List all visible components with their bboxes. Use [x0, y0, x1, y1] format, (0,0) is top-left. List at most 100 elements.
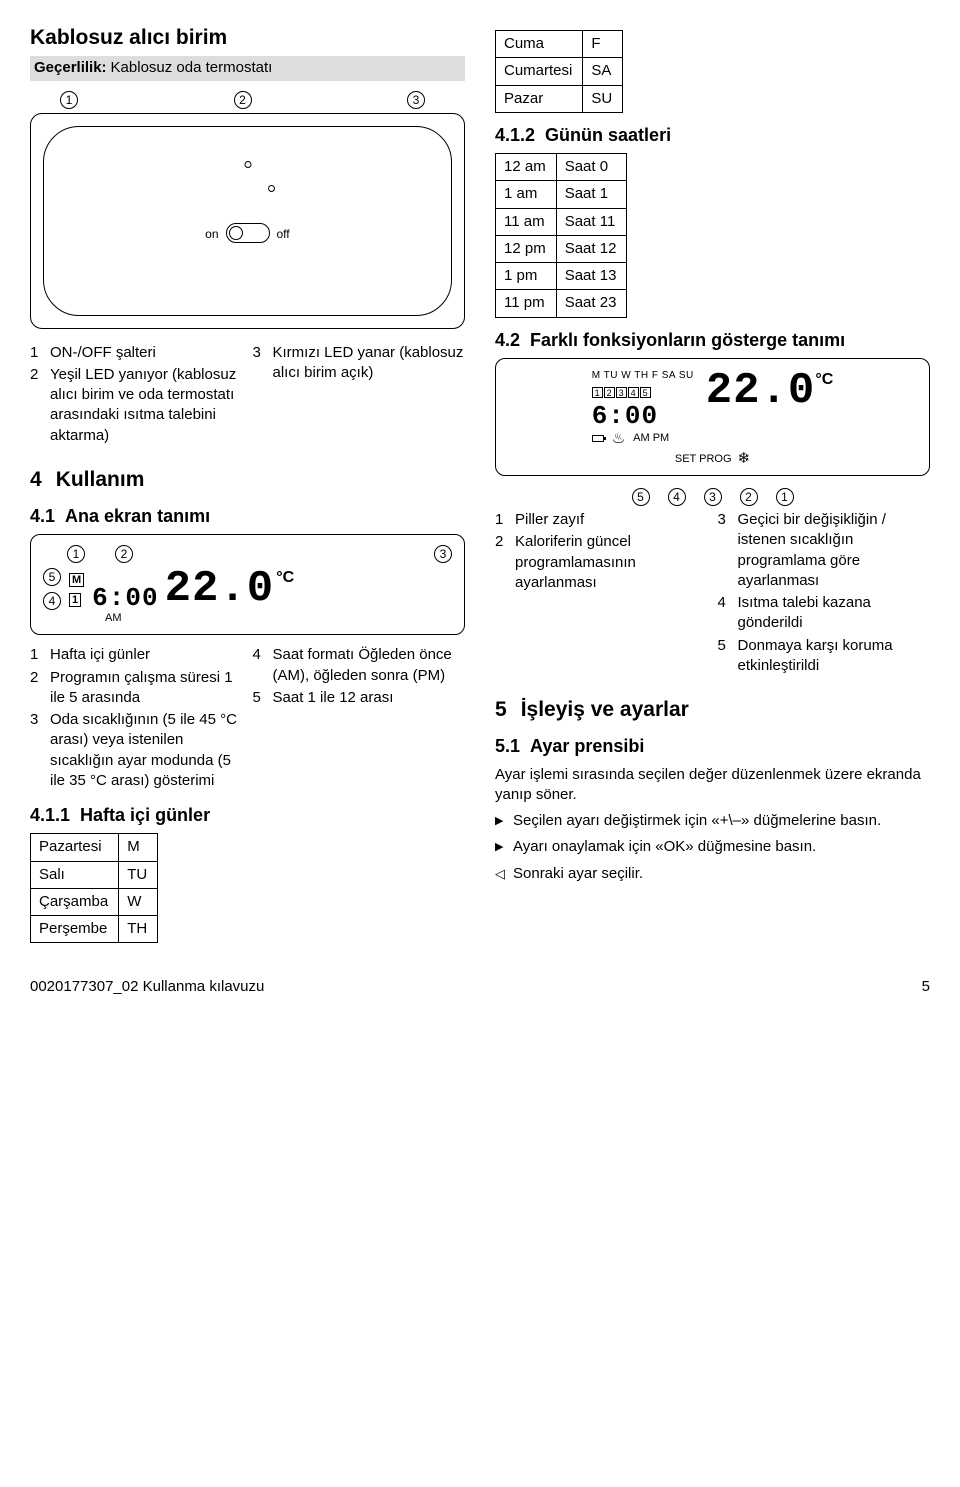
heading-num: 5 [495, 696, 507, 724]
legend-text: Hafta içi günler [50, 645, 150, 665]
callout-3: 3 [704, 488, 722, 506]
instruction-list: Seçilen ayarı değiştirmek için «+\–» düğ… [495, 811, 930, 858]
table-row: 11 pmSaat 23 [496, 290, 627, 317]
lcd-diagram-1: 1 2 3 5 4 M 1 6:00 22.0 °C [30, 534, 465, 635]
cell: Saat 1 [556, 181, 627, 208]
cell: M [119, 834, 158, 861]
legend-text: Piller zayıf [515, 510, 584, 530]
section-title: Kablosuz alıcı birim [30, 24, 465, 52]
lcd-prog-1: 1 [69, 593, 81, 607]
legend-num: 4 [253, 645, 267, 686]
box: 5 [640, 387, 651, 398]
legend-text: Programın çalışma süresi 1 ile 5 arasınd… [50, 668, 243, 709]
legend-num: 1 [495, 510, 509, 530]
on-off-switch: on off [226, 223, 270, 243]
legend-text: Geçici bir değişikliğin / istenen sıcakl… [738, 510, 931, 591]
callout-5: 5 [43, 568, 61, 586]
switch-knob-icon [229, 226, 243, 240]
heading-num: 4.1 [30, 504, 55, 528]
lcd-prog-boxes: 12345 [592, 382, 694, 402]
legend-text: Kaloriferin güncel programlamasının ayar… [515, 532, 708, 593]
cell: SA [583, 58, 623, 85]
box: 1 [592, 387, 603, 398]
heading-5-1: 5.1 Ayar prensibi [495, 734, 930, 758]
validity-label: Geçerlilik: [34, 58, 107, 78]
box: 2 [604, 387, 615, 398]
heading-num: 5.1 [495, 734, 520, 758]
lcd-diagram-2: M TU W TH F SA SU 12345 6:00 ♨ AM PM 22.… [495, 358, 930, 476]
callout-2: 2 [234, 91, 252, 109]
snowflake-icon: ❄ [738, 449, 751, 469]
weekday-table-2: CumaF CumartesiSA PazarSU [495, 30, 623, 113]
legend-num: 2 [495, 532, 509, 593]
cell: Salı [31, 861, 119, 888]
heading-text: Kullanım [56, 466, 145, 494]
lcd-days-row: M TU W TH F SA SU [592, 369, 694, 383]
table-row: PerşembeTH [31, 916, 158, 943]
callout-5: 5 [632, 488, 650, 506]
legend-num: 2 [30, 365, 44, 446]
heading-4-2: 4.2 Farklı fonksiyonların gösterge tanım… [495, 328, 930, 352]
lcd-temp: 22.0 [706, 369, 816, 413]
weekday-table-1: PazartesiM SalıTU ÇarşambaW PerşembeTH [30, 833, 158, 943]
box: 3 [616, 387, 627, 398]
lcd-ampm: AM PM [633, 431, 669, 446]
receiver-legend: 1 ON-/OFF şalteri 2Yeşil LED yanıyor (kab… [30, 343, 465, 448]
lcd1-legend: 1Hafta içi günler 2Programın çalışma sür… [30, 645, 465, 793]
legend-text: Kırmızı LED yanar (kablosuz alıcı birim … [273, 343, 466, 384]
cell: Saat 0 [556, 154, 627, 181]
legend-text: Isıtma talebi kazana gönderildi [738, 593, 931, 634]
switch-off-label: off [277, 226, 290, 242]
heading-num: 4 [30, 466, 42, 494]
heading-text: Hafta içi günler [80, 803, 210, 827]
table-row: PazarSU [496, 85, 623, 112]
cell: Cumartesi [496, 58, 583, 85]
legend-num: 1 [30, 645, 44, 665]
table-row: 1 amSaat 1 [496, 181, 627, 208]
heading-5: 5 İşleyiş ve ayarlar [495, 696, 930, 724]
cell: Saat 11 [556, 208, 627, 235]
cell: Cuma [496, 31, 583, 58]
table-row: 1 pmSaat 13 [496, 263, 627, 290]
box: 4 [628, 387, 639, 398]
table-row: CumartesiSA [496, 58, 623, 85]
heading-4-1-1: 4.1.1 Hafta içi günler [30, 803, 465, 827]
diagram-callouts-top: 1 2 3 [30, 91, 465, 113]
callout-2: 2 [740, 488, 758, 506]
table-row: PazartesiM [31, 834, 158, 861]
legend-text: Yeşil LED yanıyor (kablosuz alıcı birim … [50, 365, 243, 446]
heading-num: 4.1.1 [30, 803, 70, 827]
cell: TU [119, 861, 158, 888]
lcd-temp: 22.0 [165, 567, 275, 611]
hours-table: 12 amSaat 0 1 amSaat 1 11 amSaat 11 12 p… [495, 153, 627, 318]
list-item: Ayarı onaylamak için «OK» düğmesine bası… [495, 837, 930, 857]
heading-text: Farklı fonksiyonların gösterge tanımı [530, 328, 845, 352]
receiver-diagram: on off [30, 113, 465, 329]
legend-text: Saat formatı Öğleden önce (AM), öğleden … [273, 645, 466, 686]
validity-bar: Geçerlilik: Kablosuz oda termostatı [30, 56, 465, 80]
paragraph: Ayar işlemi sırasında seçilen değer düze… [495, 765, 930, 806]
legend-num: 5 [718, 636, 732, 677]
legend-num: 4 [718, 593, 732, 634]
legend-text: ON-/OFF şalteri [50, 343, 156, 363]
cell: 11 pm [496, 290, 557, 317]
legend-num: 5 [253, 688, 267, 708]
lcd-day-m: M [69, 573, 84, 587]
page-footer: 0020177307_02 Kullanma kılavuzu 5 [30, 977, 930, 997]
heading-4-1: 4.1 Ana ekran tanımı [30, 504, 465, 528]
callout-3: 3 [407, 91, 425, 109]
cell: Perşembe [31, 916, 119, 943]
cell: Pazartesi [31, 834, 119, 861]
legend-num: 3 [718, 510, 732, 591]
table-row: 11 amSaat 11 [496, 208, 627, 235]
heading-text: Ayar prensibi [530, 734, 644, 758]
cell: Saat 23 [556, 290, 627, 317]
list-item: Seçilen ayarı değiştirmek için «+\–» düğ… [495, 811, 930, 831]
heading-text: İşleyiş ve ayarlar [521, 696, 689, 724]
table-row: CumaF [496, 31, 623, 58]
legend-num: 1 [30, 343, 44, 363]
legend-text: Oda sıcaklığının (5 ile 45 °C arası) vey… [50, 710, 243, 791]
heading-4: 4 Kullanım [30, 466, 465, 494]
flame-icon: ♨ [612, 429, 625, 449]
lcd-time: 6:00 [592, 403, 658, 429]
